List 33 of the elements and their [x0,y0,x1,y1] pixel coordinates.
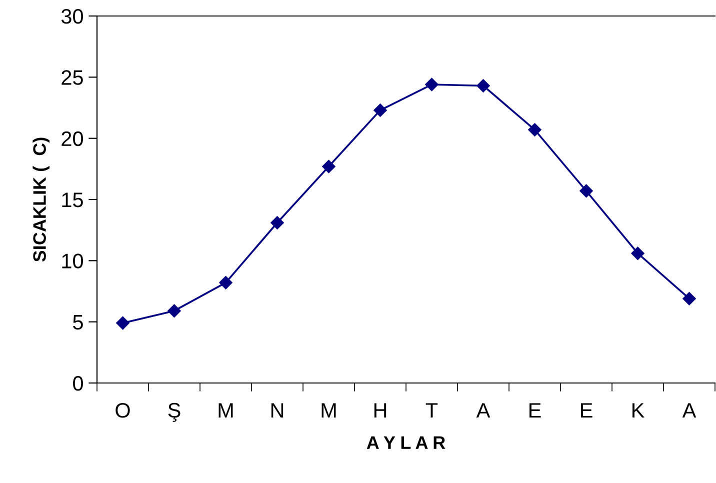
x-tick-label: K [632,403,644,418]
point [270,216,284,230]
x-tick-label: M [322,403,336,418]
point [374,104,387,117]
point [580,184,593,198]
x-tick-label: T [426,403,438,418]
x-tick-label: Ş [168,402,180,422]
point [476,79,490,92]
y-axis-title: SICAKLIK ( C) [32,138,50,262]
x-tick-label: H [374,403,386,418]
x-axis-title: A Y L A R [366,436,446,449]
y-tick-label: 25 [62,70,83,85]
x-tick-label: N [271,403,284,418]
x-tick-label: A [476,403,490,418]
x-tick-label: E [581,403,592,418]
x-tick-label: A [682,403,696,418]
y-tick-label: 0 [73,376,83,391]
point [219,276,232,290]
point [682,292,696,306]
point [168,304,181,318]
point [631,246,644,260]
x-tick-label: O [116,402,130,418]
point [425,78,438,92]
y-tick-label: 30 [61,9,83,24]
x-tick-label: M [218,403,233,418]
point [116,316,130,330]
point [528,123,542,136]
y-tick-label: 20 [62,131,83,146]
y-tick-label: 5 [73,315,83,330]
y-tick-label: 15 [62,192,83,208]
x-tick-label: E [530,403,541,418]
point [322,160,336,174]
y-tick-label: 10 [62,254,83,268]
